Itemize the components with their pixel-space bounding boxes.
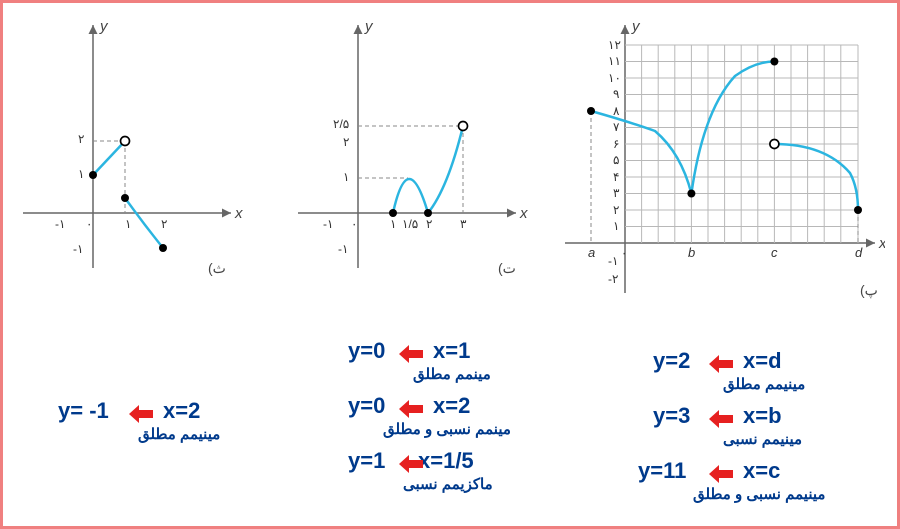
tick-x: ۳ <box>460 217 467 231</box>
ann-mid-1-x: x=1 <box>433 338 470 364</box>
tick-y: ۶ <box>613 137 619 151</box>
chart-mid: x y -۱ ۰ ۱ ۱/۵ ۲ ۳ ۱ ۲ ۲/۵ -۱ <box>288 13 528 283</box>
panel-caption: (ث <box>208 260 226 276</box>
tick-y: ۱ <box>78 167 84 181</box>
ann-mid-1-desc: مینمم مطلق <box>413 365 491 383</box>
tick-y: ۲ <box>343 135 349 149</box>
tick-x: ۱/۵ <box>402 217 418 231</box>
tick-y: -۱ <box>338 242 348 256</box>
tick-y: ۱۱ <box>608 54 621 68</box>
x-axis-label: x <box>519 205 528 222</box>
tick-y: ۳ <box>613 186 620 200</box>
tick-x: ۰ <box>86 217 92 231</box>
tick-x: ۰ <box>351 217 357 231</box>
arrow-left-icon <box>399 345 423 363</box>
panel-caption: (ت <box>498 260 516 276</box>
tick-x: a <box>588 245 595 260</box>
y-axis-label: y <box>99 18 109 35</box>
tick-x: ۱ <box>125 217 131 231</box>
ann-mid-2-x: x=2 <box>433 393 470 419</box>
tick-x: ۰ <box>621 246 627 260</box>
ann-right-2-desc: مینیمم نسبی <box>723 430 802 448</box>
ann-mid-1-y: y=0 <box>348 338 385 364</box>
arrow-left-icon <box>709 410 733 428</box>
tick-x: d <box>855 245 863 260</box>
y-axis-label: y <box>631 18 641 35</box>
tick-x: c <box>771 245 778 260</box>
arrow-left-icon <box>129 405 153 423</box>
ann-mid-2-desc: مینمم نسبی و مطلق <box>383 420 511 438</box>
tick-y: -۱ <box>73 242 83 256</box>
arrow-left-icon <box>709 465 733 483</box>
ann-mid-3-x: x=1/5 <box>418 448 474 474</box>
tick-y: ۱ <box>343 170 349 184</box>
tick-y: -۱ <box>608 254 618 268</box>
ann-right-2-x: x=b <box>743 403 782 429</box>
arrow-left-icon <box>399 455 423 473</box>
ann-right-3-desc: مینیمم نسبی و مطلق <box>693 485 825 503</box>
x-axis-label: x <box>234 205 243 222</box>
ann-right-1-y: y=2 <box>653 348 690 374</box>
chart-left: x y -۱ ۰ ۱ ۲ ۱ ۲ -۱ (ث <box>13 13 243 283</box>
tick-x: -۱ <box>55 217 65 231</box>
ann-right-3-x: x=c <box>743 458 780 484</box>
tick-y: ۱ <box>613 219 619 233</box>
tick-y: ۲ <box>78 132 84 146</box>
ann-mid-3-y: y=1 <box>348 448 385 474</box>
ann-right-3-y: y=11 <box>638 458 686 484</box>
ann-left-1-y: y= -1 <box>58 398 109 424</box>
ann-left-1-desc: مینیمم مطلق <box>138 425 220 443</box>
arrow-left-icon <box>399 400 423 418</box>
panel-mid: x y -۱ ۰ ۱ ۱/۵ ۲ ۳ ۱ ۲ ۲/۵ -۱ <box>288 13 528 288</box>
x-axis-label: x <box>878 235 885 252</box>
tick-x: b <box>688 245 695 260</box>
tick-y: -۲ <box>608 272 618 286</box>
ann-mid-3-desc: ماکزیمم نسبی <box>403 475 493 493</box>
tick-y: ۵ <box>613 153 619 167</box>
tick-y: ۹ <box>613 87 619 101</box>
tick-y: ۲/۵ <box>333 117 349 131</box>
ann-right-1-x: x=d <box>743 348 782 374</box>
tick-x: ۱ <box>390 217 396 231</box>
y-axis-label: y <box>364 18 374 35</box>
tick-y: ۴ <box>613 170 619 184</box>
tick-y: ۷ <box>613 120 620 134</box>
tick-y: ۱۰ <box>608 71 621 85</box>
tick-y: ۱۲ <box>608 38 621 52</box>
panel-caption: (پ <box>860 282 878 299</box>
tick-y: ۲ <box>613 203 619 217</box>
ann-left-1-x: x=2 <box>163 398 200 424</box>
ann-right-1-desc: مینیمم مطلق <box>723 375 805 393</box>
figure-frame: x y -۱ ۰ ۱ ۲ ۱ ۲ -۱ (ث <box>0 0 900 529</box>
ann-right-2-y: y=3 <box>653 403 690 429</box>
tick-x: ۲ <box>426 217 432 231</box>
panel-right: x y ۱ ۲ ۳ <box>555 13 885 308</box>
tick-x: ۲ <box>161 217 167 231</box>
chart-right: x y ۱ ۲ ۳ <box>555 13 885 303</box>
arrow-left-icon <box>709 355 733 373</box>
ann-mid-2-y: y=0 <box>348 393 385 419</box>
panel-left: x y -۱ ۰ ۱ ۲ ۱ ۲ -۱ (ث <box>13 13 243 288</box>
tick-y: ۸ <box>613 104 620 118</box>
tick-x: -۱ <box>323 217 333 231</box>
